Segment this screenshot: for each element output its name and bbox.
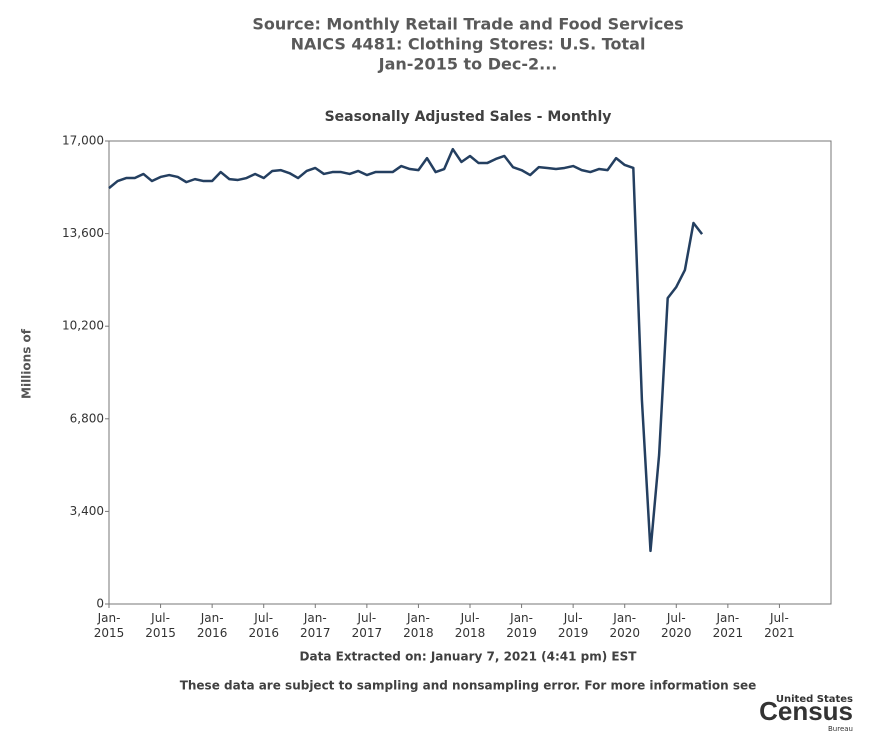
data-line <box>108 147 704 553</box>
x-tick-label: Jan-2018 <box>403 611 434 640</box>
x-tick-label: Jan-2016 <box>197 611 228 640</box>
y-tick-label: 17,000 <box>62 134 104 148</box>
chart-title: Jan-2015 to Dec-2... <box>378 55 558 74</box>
y-tick-label: 13,600 <box>62 226 104 240</box>
x-tick-label: Jul-2021 <box>764 611 795 640</box>
x-tick-label: Jan-2020 <box>609 611 640 640</box>
y-axis-label: Millions of <box>20 328 34 399</box>
x-tick-label: Jul-2017 <box>352 611 383 640</box>
y-tick-label: 3,400 <box>70 504 104 518</box>
logo-text: United States <box>776 694 853 705</box>
footnote: These data are subject to sampling and n… <box>180 679 757 693</box>
x-tick-label: Jul-2019 <box>558 611 589 640</box>
x-tick-label: Jan-2019 <box>506 611 537 640</box>
chart-title: NAICS 4481: Clothing Stores: U.S. Total <box>291 35 646 54</box>
y-tick-label: 0 <box>96 597 104 611</box>
x-tick-label: Jan-2021 <box>713 611 744 640</box>
x-tick-label: Jan-2015 <box>94 611 125 640</box>
chart-subtitle: Seasonally Adjusted Sales - Monthly <box>325 109 612 125</box>
x-tick-label: Jul-2015 <box>145 611 176 640</box>
x-tick-label: Jul-2016 <box>248 611 279 640</box>
x-tick-label: Jul-2020 <box>661 611 692 640</box>
y-tick-label: 6,800 <box>70 411 104 425</box>
logo-text: Census <box>759 696 853 726</box>
footnote: Data Extracted on: January 7, 2021 (4:41… <box>300 650 638 664</box>
logo-text: Bureau <box>828 725 853 733</box>
plot-frame <box>108 140 832 605</box>
chart-title: Source: Monthly Retail Trade and Food Se… <box>252 15 683 34</box>
x-tick-label: Jul-2018 <box>455 611 486 640</box>
y-tick-label: 10,200 <box>62 319 104 333</box>
x-tick-label: Jan-2017 <box>300 611 331 640</box>
